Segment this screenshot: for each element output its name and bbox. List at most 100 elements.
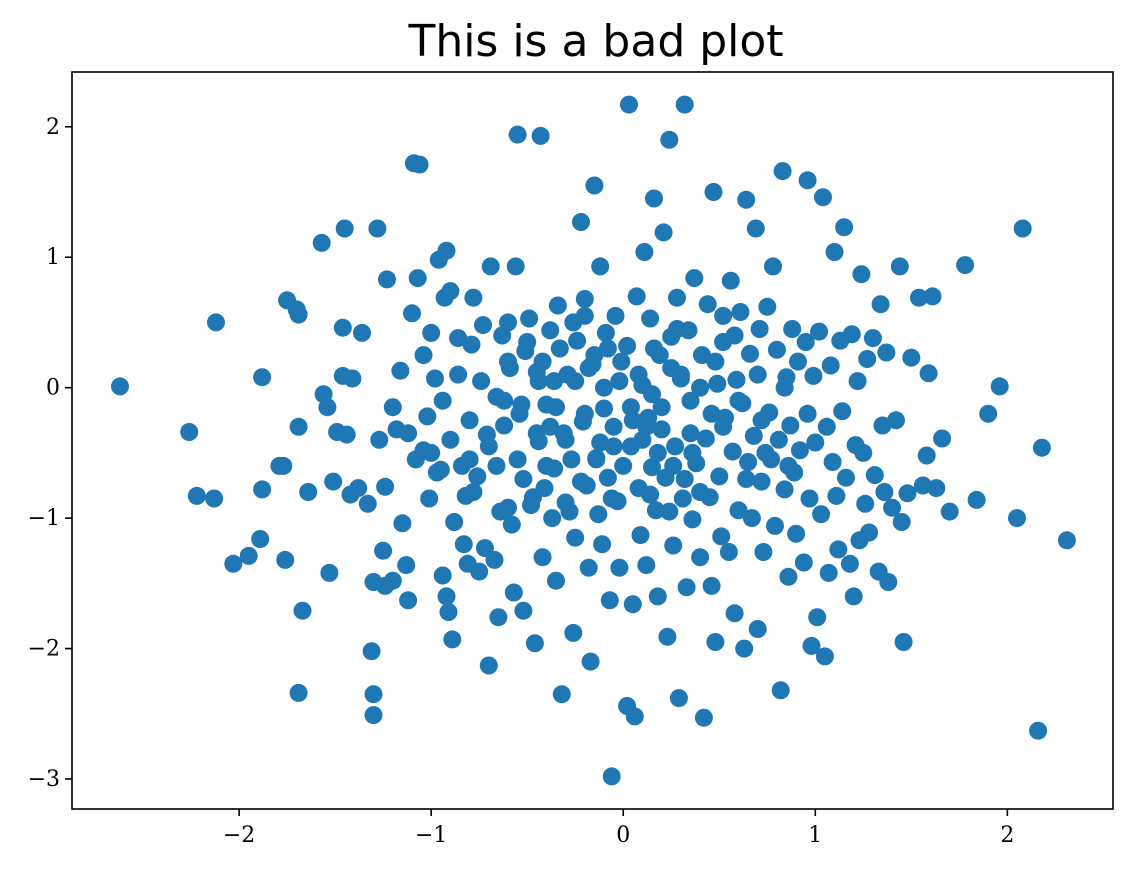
- scatter-point-45: [383, 571, 402, 590]
- scatter-point-48: [393, 514, 412, 533]
- scatter-point-180: [685, 269, 704, 288]
- scatter-point-309: [499, 352, 517, 371]
- scatter-point-4: [207, 313, 225, 332]
- scatter-point-322: [522, 496, 540, 515]
- scatter-point-237: [802, 636, 821, 655]
- scatter-point-9: [253, 368, 272, 387]
- scatter-point-257: [842, 325, 861, 344]
- scatter-point-150: [627, 287, 646, 306]
- y-tick-label-5: 2: [46, 115, 60, 140]
- scatter-point-166: [658, 627, 677, 646]
- scatter-point-169: [664, 536, 683, 555]
- scatter-point-287: [927, 479, 946, 498]
- scatter-point-72: [449, 329, 468, 348]
- scatter-point-68: [439, 603, 458, 621]
- scatter-point-376: [668, 320, 686, 338]
- scatter-point-96: [506, 257, 525, 276]
- scatter-point-369: [499, 313, 517, 332]
- scatter-point-366: [752, 411, 771, 430]
- scatter-point-267: [863, 329, 882, 348]
- scatter-point-205: [737, 190, 756, 209]
- scatter-point-236: [800, 489, 819, 508]
- x-tick-label-1: −1: [415, 823, 447, 848]
- scatter-point-67: [437, 241, 456, 260]
- scatter-point-198: [723, 442, 742, 461]
- scatter-point-282: [910, 288, 928, 307]
- scatter-point-262: [852, 265, 871, 284]
- scatter-point-238: [804, 366, 823, 385]
- scatter-point-328: [664, 456, 683, 475]
- scatter-point-127: [579, 558, 598, 577]
- scatter-point-357: [541, 417, 560, 436]
- scatter-point-41: [374, 541, 393, 560]
- scatter-point-133: [591, 257, 610, 276]
- scatter-point-271: [873, 416, 892, 435]
- scatter-point-335: [441, 430, 460, 449]
- scatter-point-33: [353, 323, 371, 342]
- scatter-point-243: [814, 188, 832, 207]
- scatter-point-207: [741, 344, 759, 363]
- scatter-point-208: [742, 509, 761, 528]
- scatter-point-178: [681, 391, 700, 410]
- scatter-point-321: [495, 391, 514, 410]
- scatter-point-373: [598, 339, 617, 358]
- scatter-point-103: [525, 634, 544, 653]
- scatter-point-231: [789, 352, 807, 371]
- scatter-point-64: [433, 566, 452, 585]
- scatter-point-291: [967, 490, 986, 509]
- scatter-point-274: [879, 573, 898, 591]
- scatter-point-66: [437, 587, 456, 606]
- scatter-point-47: [391, 361, 410, 380]
- scatter-point-43: [376, 477, 395, 496]
- scatter-point-263: [854, 443, 873, 462]
- scatter-point-146: [620, 95, 638, 114]
- scatter-point-71: [445, 513, 464, 531]
- scatter-point-341: [579, 359, 598, 378]
- scatter-point-31: [343, 369, 362, 388]
- scatter-point-26: [333, 318, 352, 337]
- scatter-point-298: [1057, 531, 1076, 550]
- scatter-point-110: [541, 321, 560, 340]
- scatter-point-286: [923, 287, 942, 306]
- scatter-point-123: [572, 213, 590, 231]
- scatter-point-220: [767, 340, 786, 359]
- scatter-point-264: [856, 494, 875, 513]
- scatter-point-82: [474, 316, 492, 335]
- scatter-point-174: [673, 489, 692, 508]
- scatter-point-206: [739, 453, 758, 471]
- scatter-point-284: [917, 446, 936, 465]
- scatter-point-201: [729, 501, 748, 520]
- scatter-point-101: [520, 309, 539, 328]
- scatter-point-256: [840, 554, 859, 573]
- scatter-point-319: [460, 411, 479, 430]
- scatter-point-300: [527, 424, 546, 443]
- scatter-point-17: [289, 683, 308, 702]
- scatter-point-239: [806, 433, 825, 452]
- scatter-point-334: [422, 443, 441, 462]
- scatter-point-200: [727, 370, 746, 389]
- scatter-point-346: [702, 404, 721, 423]
- scatter-point-35: [362, 642, 381, 661]
- scatter-point-170: [666, 437, 685, 456]
- scatter-point-344: [648, 443, 667, 462]
- scatter-point-185: [696, 429, 715, 448]
- scatter-point-232: [790, 441, 809, 460]
- scatter-point-240: [808, 608, 827, 627]
- scatter-point-299: [508, 450, 527, 469]
- scatter-point-348: [748, 365, 767, 384]
- scatter-point-336: [464, 483, 483, 501]
- scatter-point-247: [821, 356, 840, 375]
- scatter-point-94: [502, 515, 521, 534]
- scatter-point-16: [289, 417, 308, 436]
- scatter-point-202: [731, 303, 750, 321]
- scatter-point-266: [860, 523, 879, 542]
- scatter-point-227: [781, 416, 800, 435]
- scatter-point-210: [746, 219, 765, 238]
- scatter-point-155: [637, 556, 656, 575]
- scatter-point-315: [614, 456, 633, 475]
- scatter-point-69: [441, 282, 460, 301]
- scatter-point-3: [205, 489, 224, 508]
- scatter-point-363: [683, 443, 702, 462]
- scatter-point-134: [593, 535, 612, 554]
